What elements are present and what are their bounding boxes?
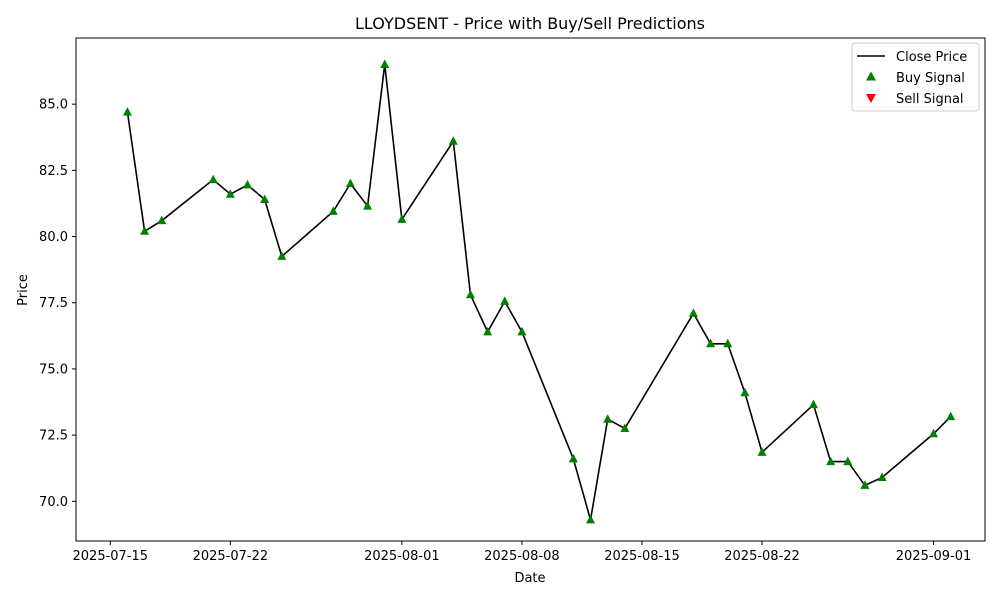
buy-signal-marker (448, 136, 458, 145)
y-tick-label: 75.0 (39, 362, 68, 377)
buy-signal-marker (946, 411, 956, 421)
y-tick-label: 80.0 (39, 230, 68, 245)
buy-signal-marker (345, 178, 355, 188)
buy-signal-marker (568, 453, 578, 463)
plot-layer (122, 59, 956, 524)
buy-signal-marker (706, 338, 716, 348)
x-tick-label: 2025-09-01 (896, 549, 972, 564)
buy-signal-marker (483, 326, 493, 336)
x-tick-label: 2025-08-22 (724, 549, 800, 564)
buy-signal-marker (157, 215, 167, 225)
buy-signal-marker (380, 59, 390, 68)
x-tick-label: 2025-08-15 (604, 549, 680, 564)
x-tick-label: 2025-07-15 (73, 549, 149, 564)
y-axis-label: Price (16, 274, 31, 306)
buy-signal-marker (465, 289, 475, 299)
y-tick-label: 72.5 (39, 429, 68, 444)
legend: Close Price Buy Signal Sell Signal (851, 42, 980, 112)
buy-signal-marker (723, 338, 733, 348)
y-tick-label: 82.5 (39, 164, 68, 179)
buy-signal-marker (500, 296, 510, 305)
buy-signal-marker (929, 428, 939, 438)
buy-signal-marker (877, 472, 887, 481)
buy-signal-marker (328, 206, 338, 215)
buy-signal-marker (363, 201, 373, 210)
chart-title: LLOYDSENT - Price with Buy/Sell Predicti… (355, 14, 705, 33)
y-axis-ticks: 70.0 72.5 75.0 77.5 80.0 82.5 85.0 (39, 98, 76, 510)
y-tick-label: 70.0 (39, 495, 68, 510)
legend-label-close: Close Price (896, 50, 967, 65)
buy-signal-marker (122, 107, 132, 116)
close-price-line (126, 64, 952, 521)
x-axis-label: Date (514, 571, 545, 586)
buy-signal-marker (397, 214, 407, 223)
buy-signal-marker (860, 480, 870, 489)
plot-frame (75, 37, 986, 542)
buy-signal-marker (757, 447, 767, 456)
buy-signal-marker (620, 423, 630, 432)
buy-signal-marker (517, 326, 527, 336)
buy-signal-marker (277, 251, 287, 260)
buy-signal-marker (260, 194, 270, 203)
legend-label-buy: Buy Signal (896, 71, 965, 86)
buy-signal-marker (808, 399, 818, 409)
buy-signal-marker (603, 414, 613, 423)
y-tick-label: 85.0 (39, 98, 68, 113)
x-axis-ticks: 2025-07-15 2025-07-22 2025-08-01 2025-08-08… (73, 541, 972, 564)
buy-signal-marker (740, 387, 750, 397)
buy-signal-marker (208, 174, 218, 184)
buy-signal-marker (140, 226, 150, 235)
y-tick-label: 77.5 (39, 296, 68, 311)
buy-signal-marker (225, 189, 235, 198)
buy-signal-marker (688, 308, 698, 317)
buy-signal-marker (243, 179, 253, 189)
buy-signal-marker (826, 456, 836, 466)
legend-buy-marker (866, 71, 876, 81)
x-tick-label: 2025-08-01 (364, 549, 440, 564)
legend-sell-marker (866, 94, 876, 103)
x-tick-label: 2025-07-22 (193, 549, 269, 564)
buy-signal-marker (586, 514, 596, 524)
x-tick-label: 2025-08-08 (484, 549, 560, 564)
legend-label-sell: Sell Signal (896, 92, 964, 107)
buy-signal-marker (843, 456, 853, 466)
legend-frame (851, 42, 980, 112)
